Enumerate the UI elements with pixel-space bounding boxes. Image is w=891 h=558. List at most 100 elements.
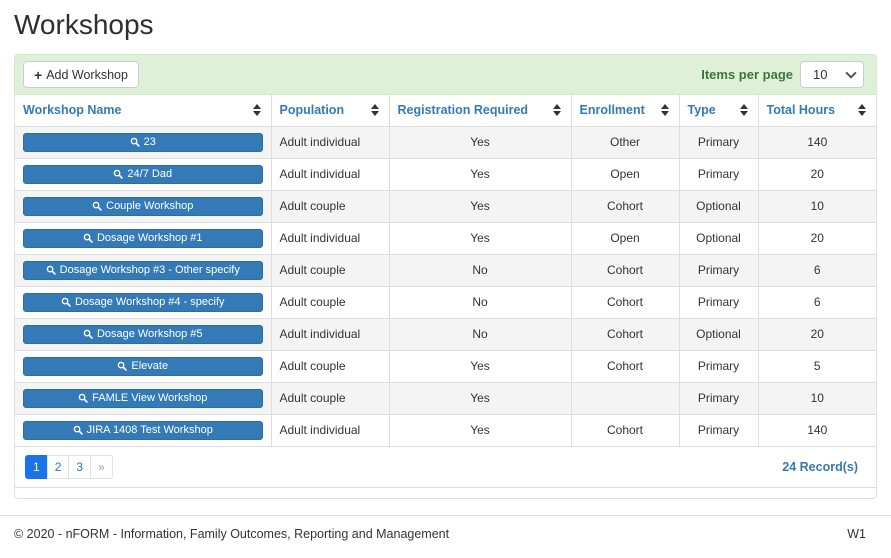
type-cell: Primary	[678, 349, 758, 382]
workshop-detail-button[interactable]: Dosage Workshop #4 - specify	[23, 292, 263, 312]
table-row: FAMLE View Workshop Adult couple Yes Pri…	[15, 381, 876, 414]
total-hours-cell: 6	[757, 253, 876, 286]
workshop-name-cell: Dosage Workshop #1	[15, 221, 271, 254]
items-per-page-select[interactable]: 10	[800, 61, 864, 88]
column-label: Registration Required	[397, 103, 529, 118]
workshop-name-label: Dosage Workshop #5	[96, 328, 203, 340]
registration-required-cell: Yes	[388, 157, 571, 190]
registration-required-cell: Yes	[388, 413, 571, 446]
column-header-registration-required[interactable]: Registration Required	[388, 95, 571, 126]
search-icon	[73, 425, 83, 436]
workshop-name-cell: Dosage Workshop #5	[15, 317, 271, 350]
search-icon	[117, 361, 128, 371]
pagination-next-button[interactable]: »	[90, 455, 113, 479]
population-cell: Adult individual	[270, 221, 389, 254]
column-label: Workshop Name	[23, 103, 122, 118]
sort-icon[interactable]	[739, 104, 748, 117]
table-row: 23 Adult individual Yes Other Primary 14…	[15, 125, 876, 158]
population-cell: Adult couple	[270, 285, 389, 318]
enrollment-cell: Cohort	[570, 285, 679, 318]
population-cell: Adult couple	[270, 253, 389, 286]
enrollment-cell: Open	[570, 157, 679, 190]
type-cell: Primary	[678, 253, 758, 286]
workshops-panel: + Add Workshop Items per page 10 Worksho…	[14, 54, 877, 499]
workshop-name-label: Dosage Workshop #3 - Other specify	[59, 264, 240, 276]
total-hours-cell: 20	[757, 317, 876, 350]
workshop-name-label: Couple Workshop	[106, 200, 194, 212]
column-header-enrollment[interactable]: Enrollment	[570, 95, 679, 126]
column-header-workshop-name[interactable]: Workshop Name	[15, 95, 271, 126]
column-header-total-hours[interactable]: Total Hours	[757, 95, 876, 126]
workshop-name-cell: Elevate	[15, 349, 271, 382]
record-count: 24 Record(s)	[782, 460, 858, 474]
search-icon	[83, 233, 93, 243]
type-cell: Optional	[678, 189, 758, 222]
registration-required-cell: Yes	[388, 221, 571, 254]
pagination-page-1[interactable]: 1	[25, 455, 48, 479]
enrollment-cell: Cohort	[570, 413, 679, 446]
total-hours-cell: 140	[757, 125, 876, 158]
type-cell: Primary	[678, 157, 758, 190]
workshop-detail-button[interactable]: 24/7 Dad	[23, 164, 263, 184]
enrollment-cell: Cohort	[570, 189, 679, 222]
copyright-text: © 2020 - nFORM - Information, Family Out…	[14, 527, 450, 541]
workshop-name-cell: 23	[15, 125, 271, 158]
table-row: Dosage Workshop #3 - Other specify Adult…	[15, 253, 876, 286]
total-hours-cell: 140	[757, 413, 876, 446]
workshop-detail-button[interactable]: Dosage Workshop #3 - Other specify	[23, 260, 263, 280]
page-code: W1	[847, 527, 866, 541]
population-cell: Adult individual	[270, 413, 389, 446]
type-cell: Optional	[678, 221, 758, 254]
workshop-detail-button[interactable]: JIRA 1408 Test Workshop	[23, 420, 263, 440]
search-icon	[61, 297, 71, 307]
workshop-detail-button[interactable]: Dosage Workshop #1	[23, 228, 263, 248]
workshop-detail-button[interactable]: Elevate	[23, 356, 263, 376]
sort-icon[interactable]	[552, 104, 561, 117]
workshop-name-label: Dosage Workshop #4 - specify	[74, 296, 225, 308]
table-body: 23 Adult individual Yes Other Primary 14…	[15, 125, 876, 446]
sort-icon[interactable]	[370, 104, 379, 117]
column-header-type[interactable]: Type	[678, 95, 758, 126]
workshop-name-cell: Couple Workshop	[15, 189, 271, 222]
table-footer: 1 2 3 » 24 Record(s)	[15, 446, 876, 488]
workshop-name-label: Elevate	[131, 360, 169, 372]
workshop-detail-button[interactable]: Couple Workshop	[23, 196, 263, 216]
table-row: Couple Workshop Adult couple Yes Cohort …	[15, 189, 876, 222]
workshops-table: Workshop Name Population Registration Re…	[15, 95, 876, 446]
total-hours-cell: 10	[757, 381, 876, 414]
total-hours-cell: 20	[757, 157, 876, 190]
workshop-detail-button[interactable]: Dosage Workshop #5	[23, 324, 263, 344]
registration-required-cell: No	[388, 253, 571, 286]
workshop-name-label: 24/7 Dad	[127, 168, 173, 180]
enrollment-cell: Open	[570, 221, 679, 254]
column-label: Total Hours	[766, 103, 836, 118]
workshop-detail-button[interactable]: 23	[23, 132, 263, 152]
column-header-population[interactable]: Population	[270, 95, 389, 126]
items-per-page-label: Items per page	[701, 67, 793, 82]
registration-required-cell: Yes	[388, 381, 571, 414]
workshop-detail-button[interactable]: FAMLE View Workshop	[23, 388, 263, 408]
sort-icon[interactable]	[252, 104, 261, 117]
column-label: Population	[279, 103, 345, 118]
population-cell: Adult individual	[270, 125, 389, 158]
pagination: 1 2 3 »	[25, 455, 113, 479]
enrollment-cell: Other	[570, 125, 679, 158]
add-workshop-label: Add Workshop	[46, 67, 128, 82]
panel-heading: + Add Workshop Items per page 10	[15, 55, 876, 95]
total-hours-cell: 20	[757, 221, 876, 254]
enrollment-cell: Cohort	[570, 253, 679, 286]
registration-required-cell: Yes	[388, 189, 571, 222]
table-row: JIRA 1408 Test Workshop Adult individual…	[15, 413, 876, 446]
type-cell: Primary	[678, 285, 758, 318]
type-cell: Optional	[678, 317, 758, 350]
workshop-name-label: 23	[143, 136, 156, 148]
sort-icon[interactable]	[858, 104, 866, 117]
pagination-page-2[interactable]: 2	[46, 455, 70, 479]
workshop-name-cell: Dosage Workshop #3 - Other specify	[15, 253, 271, 286]
sort-icon[interactable]	[660, 104, 669, 117]
workshop-name-cell: Dosage Workshop #4 - specify	[15, 285, 271, 318]
population-cell: Adult individual	[270, 317, 389, 350]
search-icon	[130, 137, 140, 147]
pagination-page-3[interactable]: 3	[68, 455, 92, 479]
add-workshop-button[interactable]: + Add Workshop	[23, 61, 139, 88]
